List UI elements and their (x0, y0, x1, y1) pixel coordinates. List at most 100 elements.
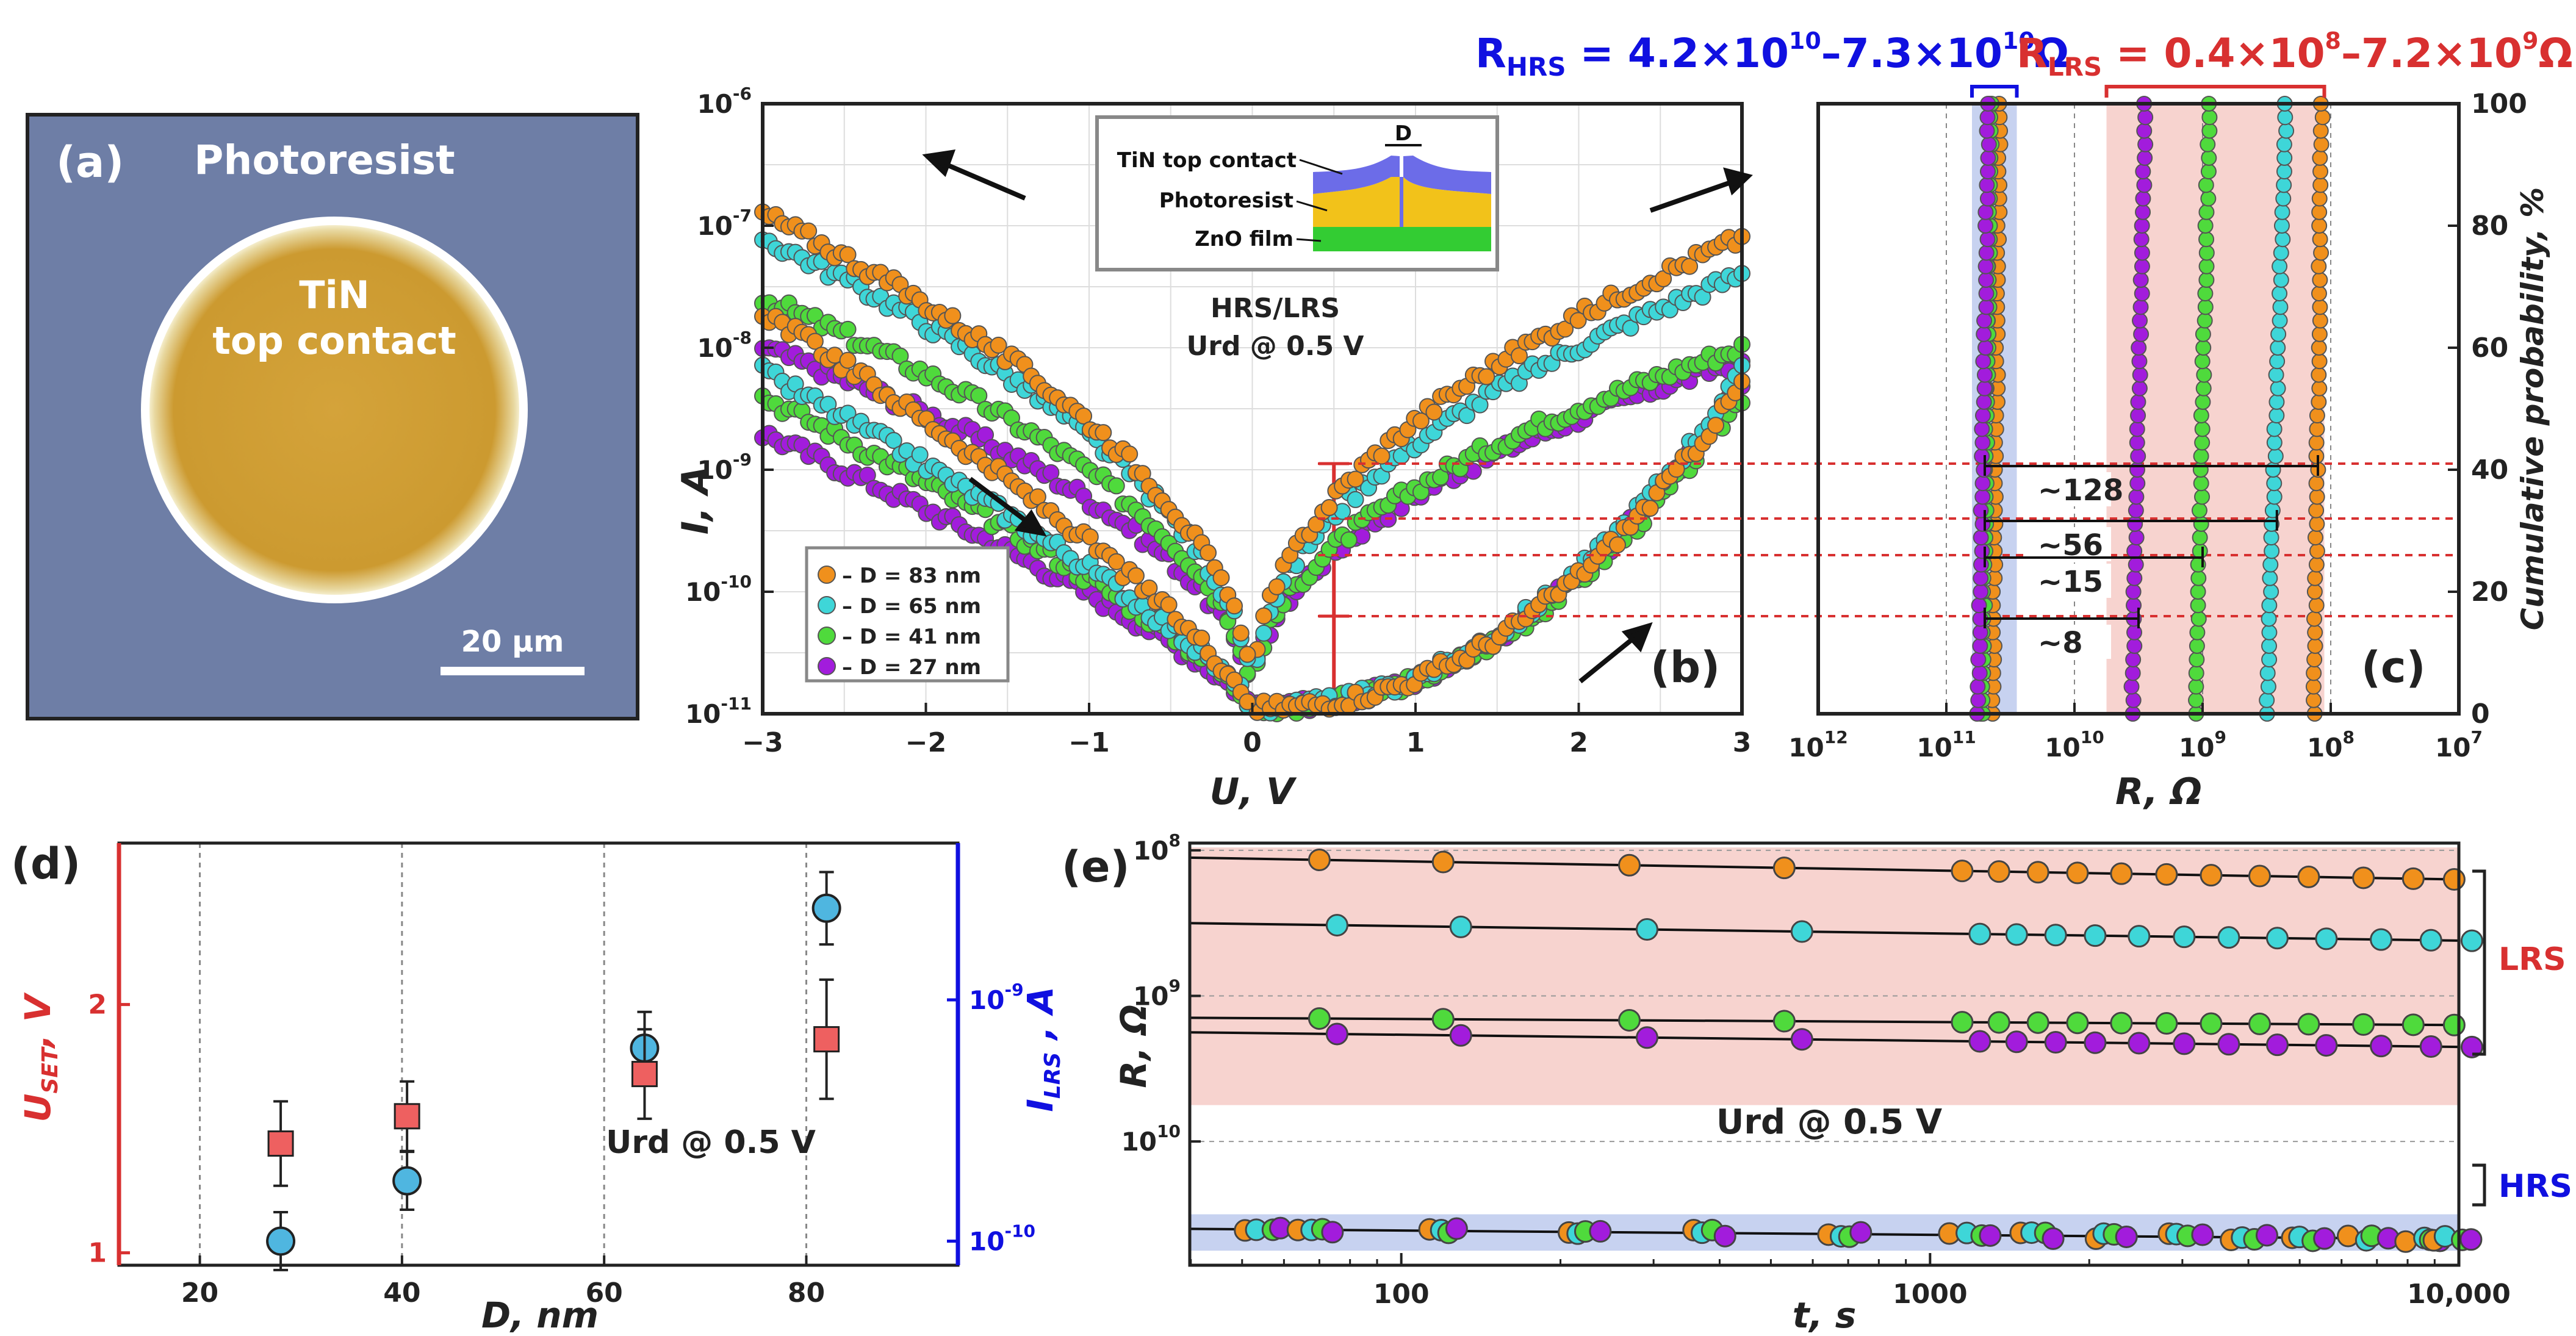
b-legend: – D = 83 nm – D = 65 nm – D = 41 nm – D = 2… (805, 546, 1010, 683)
c-data-point (1978, 299, 1995, 315)
e-hrs-data-point (2394, 1230, 2417, 1253)
e-trend-line (1189, 922, 2459, 942)
d-y-right-tick-label: 10-9 (969, 980, 1024, 1015)
b-data-point (1320, 499, 1338, 517)
e-data-point (2352, 866, 2375, 889)
c-data-point (2311, 367, 2327, 383)
c-data-point (2135, 163, 2151, 180)
e-data-point (1618, 1008, 1641, 1032)
b-y-tick-label: 10-6 (697, 84, 752, 119)
c-data-point (2198, 204, 2215, 220)
d-uset-point (267, 1130, 294, 1157)
b-data-point (1569, 312, 1587, 329)
c-data-point (1979, 231, 1996, 248)
e-data-point (2217, 926, 2240, 949)
d-annotation: Urd @ 0.5 V (606, 1124, 816, 1161)
e-data-point (2155, 863, 2178, 886)
c-data-point (2273, 218, 2290, 234)
c-x-tick-label: 1011 (1916, 727, 1976, 763)
b-y-tick-label: 10-10 (685, 572, 752, 607)
c-data-point (2125, 652, 2142, 668)
b-data-point (1081, 528, 1099, 546)
c-data-point (2134, 245, 2150, 261)
c-data-point (2188, 678, 2204, 695)
c-data-point (2190, 584, 2206, 600)
c-y-tick-label: 40 (2471, 454, 2508, 486)
c-data-point (2311, 340, 2327, 356)
b-data-point (1255, 607, 1273, 625)
e-hrs-data-point (1445, 1217, 1468, 1240)
c-data-point (2188, 692, 2204, 708)
e-data-point (1968, 1030, 1991, 1053)
d-ticks: 20 40 60 80 1 2 10-10 10-9 (88, 980, 1035, 1309)
inset-top-contact-label: TiN top contact (1117, 148, 1297, 173)
d-ilrs-point (266, 1226, 296, 1256)
c-data-point (2192, 530, 2208, 546)
b-series-group (754, 203, 1750, 722)
c-data-point (2132, 271, 2149, 288)
e-x-tick-label: 1000 (1893, 1279, 1967, 1310)
c-data-point (1973, 556, 1989, 573)
e-data-point (2005, 923, 2028, 946)
c-ratio-brackets: ~128~56~15~8 (1984, 455, 2319, 660)
e-data-point (2044, 1030, 2067, 1054)
c-data-point (1976, 326, 1992, 342)
c-data-point (2198, 245, 2215, 261)
c-data-point (2306, 652, 2323, 668)
inset-zno-label: ZnO film (1195, 227, 1293, 251)
c-data-point (2269, 353, 2286, 370)
c-data-point (2193, 475, 2209, 492)
b-data-point (1622, 319, 1639, 337)
c-data-point (2309, 515, 2325, 532)
c-data-point (2306, 692, 2322, 708)
b-x-tick-label: 0 (1243, 727, 1262, 758)
photoresist-label: Photoresist (194, 137, 455, 184)
c-lrs-title-bracket (2104, 85, 2326, 98)
panel-b: −3 −2 −1 0 1 2 3 10-11 10-10 10-9 10-8 10-7 10-6 I, … (674, 84, 1753, 813)
c-x-tick-label: 108 (2307, 727, 2355, 763)
c-data-point (2132, 312, 2148, 329)
d-y-left-tick-label: 2 (88, 989, 107, 1021)
c-data-point (2262, 570, 2278, 586)
c-data-point (1970, 692, 1987, 708)
tin-label-line2: top contact (212, 318, 456, 363)
c-data-point (2259, 692, 2275, 708)
e-lrs-label: LRS (2499, 941, 2566, 978)
e-data-point (2173, 925, 2196, 949)
c-data-point (2192, 543, 2208, 559)
c-y-tick-label: 60 (2471, 332, 2508, 364)
e-data-point (2460, 929, 2483, 952)
b-legend-marker (818, 657, 836, 675)
b-data-point (970, 387, 988, 404)
c-data-point (2131, 380, 2148, 397)
scale-bar (441, 667, 585, 675)
b-data-point (800, 222, 818, 240)
c-ratio-label-bg (2026, 625, 2111, 659)
c-data-point (2201, 123, 2218, 139)
c-data-point (2125, 692, 2142, 708)
c-data-point (2197, 299, 2214, 315)
c-data-point (1979, 109, 1996, 126)
arrow-bottom-right-head (1621, 622, 1653, 653)
b-data-point (1160, 596, 1178, 614)
c-y-axis-label: Cumulative probability, % (2515, 187, 2550, 630)
inset-zno-layer (1313, 227, 1491, 251)
c-data-point (2189, 624, 2206, 641)
e-hrs-data-point (2191, 1223, 2214, 1246)
e-data-point (2084, 924, 2107, 947)
b-data-point (1212, 569, 1230, 587)
e-data-point (1987, 1011, 2010, 1034)
c-data-point (2194, 434, 2211, 451)
c-data-point (2312, 123, 2329, 139)
e-data-point (2044, 924, 2067, 947)
c-data-point (2201, 109, 2218, 126)
c-data-point (1970, 652, 1987, 668)
b-data-point (1239, 645, 1256, 663)
b-data-point (1121, 445, 1139, 463)
b-data-point (1226, 597, 1243, 615)
e-bands (1190, 847, 2459, 1251)
c-data-point (1978, 286, 1995, 302)
b-legend-label: – D = 27 nm (842, 655, 981, 680)
c-data-point (2123, 678, 2140, 695)
b-x-tick-label: −2 (905, 727, 946, 758)
